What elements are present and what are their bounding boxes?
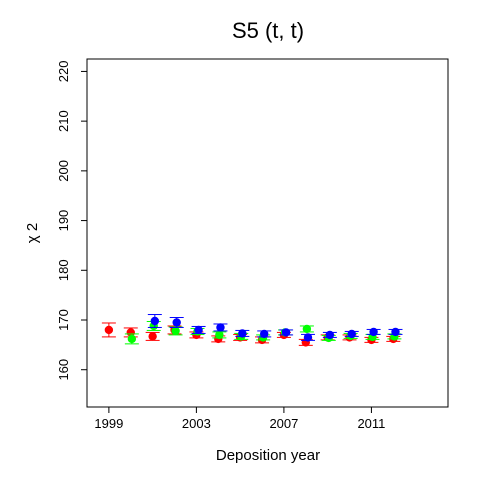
data-point — [369, 327, 378, 337]
data-point — [194, 325, 203, 335]
y-axis-label: χ 2 — [24, 223, 41, 243]
x-tick-label: 1999 — [94, 416, 123, 431]
data-point — [303, 333, 313, 342]
series-layer — [101, 314, 403, 347]
data-point — [281, 328, 291, 337]
x-axis-label: Deposition year — [216, 447, 320, 464]
plot-frame — [86, 58, 449, 408]
y-tick-label: 170 — [56, 309, 71, 331]
data-point — [302, 324, 312, 334]
y-tick-label: 200 — [56, 160, 71, 182]
series-3 — [147, 314, 403, 342]
x-tick-label: 2003 — [182, 416, 211, 431]
y-tick-label: 220 — [56, 61, 71, 83]
data-point — [150, 316, 160, 326]
y-tick-label: 180 — [56, 259, 71, 281]
data-point — [126, 328, 135, 337]
y-tick-label: 210 — [56, 110, 71, 132]
data-point — [391, 327, 400, 337]
y-tick-label: 190 — [56, 210, 71, 232]
data-point — [148, 332, 157, 341]
x-axis: 1999 2003 2007 2011 — [94, 407, 385, 431]
data-point — [216, 323, 225, 332]
data-point — [172, 318, 181, 327]
data-point — [215, 330, 224, 340]
x-tick-label: 2011 — [357, 416, 385, 431]
data-point — [238, 329, 247, 338]
y-axis: 160 170 180 190 200 210 220 — [56, 61, 87, 381]
x-tick-label: 2007 — [269, 416, 298, 431]
data-point — [171, 326, 180, 336]
chart-title: S5 (t, t) — [232, 18, 304, 43]
data-point — [127, 334, 137, 344]
y-tick-label: 160 — [56, 359, 71, 381]
data-point — [347, 329, 356, 339]
data-point — [104, 325, 114, 335]
data-point — [325, 330, 335, 340]
data-point — [260, 329, 269, 339]
